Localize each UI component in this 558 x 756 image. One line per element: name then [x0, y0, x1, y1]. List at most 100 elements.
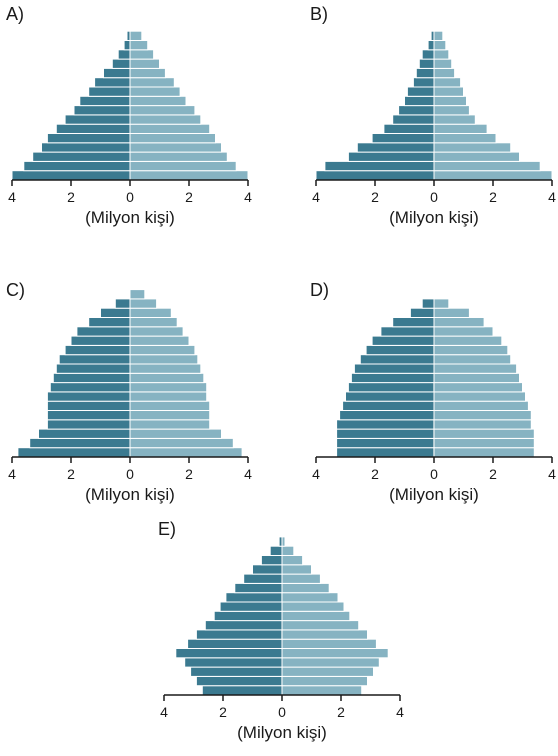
x-tick-label: 2 — [185, 189, 193, 205]
left-bar — [111, 58, 131, 69]
x-tick-label: 0 — [430, 189, 438, 205]
left-bar — [356, 142, 435, 153]
left-bar — [347, 151, 435, 162]
x-tick-label: 4 — [312, 466, 320, 482]
left-bar — [23, 160, 131, 172]
x-tick-label: 4 — [8, 189, 16, 205]
left-bar — [243, 573, 283, 584]
x-tick-label: 4 — [244, 466, 252, 482]
left-bar — [29, 437, 131, 449]
left-bar — [55, 123, 131, 134]
right-bar — [433, 354, 512, 365]
left-bar — [114, 298, 131, 309]
left-bar — [213, 610, 283, 622]
right-bar — [129, 391, 208, 402]
x-tick-label: 4 — [396, 704, 404, 720]
right-bar — [281, 685, 363, 696]
right-bar — [433, 307, 470, 319]
panel-label: E) — [158, 519, 176, 539]
x-tick-label: 2 — [337, 704, 345, 720]
left-bar — [406, 86, 435, 97]
left-bar — [70, 335, 131, 346]
left-bar — [11, 170, 131, 181]
left-bar — [345, 391, 435, 402]
left-bar — [46, 391, 131, 402]
right-bar — [129, 142, 222, 153]
right-bar — [433, 86, 464, 97]
x-tick-label: 4 — [160, 704, 168, 720]
pyramid-panel-e: E) 4 2 0 2 4 (Milyon kişi) — [158, 519, 404, 742]
left-bar — [64, 344, 131, 356]
left-bar — [94, 77, 131, 88]
left-bar — [100, 307, 131, 319]
left-bar — [353, 363, 435, 374]
pyramid-panel-c: C) 4 2 0 2 4 (Milyon kişi) — [6, 280, 252, 504]
left-bar — [336, 437, 435, 449]
x-tick-label: 0 — [126, 189, 134, 205]
left-bar — [38, 428, 131, 439]
right-bar — [433, 344, 509, 356]
left-bar — [187, 638, 283, 650]
x-tick-label: 0 — [278, 704, 286, 720]
right-bar — [129, 114, 202, 125]
left-bar — [219, 601, 283, 612]
x-tick-label: 2 — [371, 466, 379, 482]
right-bar — [433, 30, 444, 42]
left-bar — [46, 410, 131, 421]
left-bar — [64, 114, 131, 125]
left-bar — [58, 354, 131, 365]
right-bar — [129, 58, 160, 69]
x-axis-title: (Milyon kişi) — [389, 485, 479, 504]
x-tick-label: 4 — [312, 189, 320, 205]
left-bar — [190, 666, 283, 677]
right-bar — [129, 437, 234, 449]
left-bar — [201, 685, 283, 696]
right-bar — [433, 95, 467, 107]
left-bar — [392, 317, 435, 328]
left-bar — [421, 49, 435, 60]
right-bar — [433, 363, 518, 374]
right-bar — [129, 77, 175, 88]
right-bar — [281, 666, 374, 677]
left-bar — [175, 648, 283, 659]
right-bar — [129, 105, 196, 116]
left-bar — [398, 105, 435, 116]
right-bar — [433, 447, 535, 458]
left-bar — [49, 382, 131, 393]
right-bar — [129, 419, 211, 430]
left-bar — [73, 105, 131, 116]
right-bar — [433, 372, 520, 384]
x-tick-label: 2 — [185, 466, 193, 482]
left-bar — [371, 335, 435, 346]
x-axis-title: (Milyon kişi) — [237, 723, 327, 742]
right-bar — [433, 391, 526, 402]
x-tick-label: 2 — [219, 704, 227, 720]
x-tick-label: 4 — [8, 466, 16, 482]
left-bar — [252, 564, 283, 575]
right-bar — [433, 400, 529, 412]
right-bar — [129, 49, 155, 60]
right-bar — [433, 114, 476, 125]
left-bar — [315, 170, 435, 181]
right-bar — [433, 123, 488, 134]
right-bar — [433, 105, 470, 116]
right-bar — [281, 620, 360, 631]
right-bar — [433, 151, 520, 162]
right-bar — [129, 289, 146, 300]
right-bar — [281, 564, 312, 575]
right-bar — [433, 142, 512, 153]
left-bar — [324, 160, 435, 172]
right-bar — [129, 354, 199, 365]
left-bar — [79, 95, 131, 107]
right-bar — [281, 555, 304, 566]
right-bar — [433, 133, 497, 144]
left-bar — [336, 419, 435, 430]
right-bar — [129, 123, 211, 134]
left-bar — [117, 49, 131, 60]
right-bar — [433, 382, 523, 393]
right-bar — [129, 86, 181, 97]
left-bar — [17, 447, 131, 458]
panel-label: B) — [310, 4, 328, 24]
right-bar — [433, 326, 494, 337]
